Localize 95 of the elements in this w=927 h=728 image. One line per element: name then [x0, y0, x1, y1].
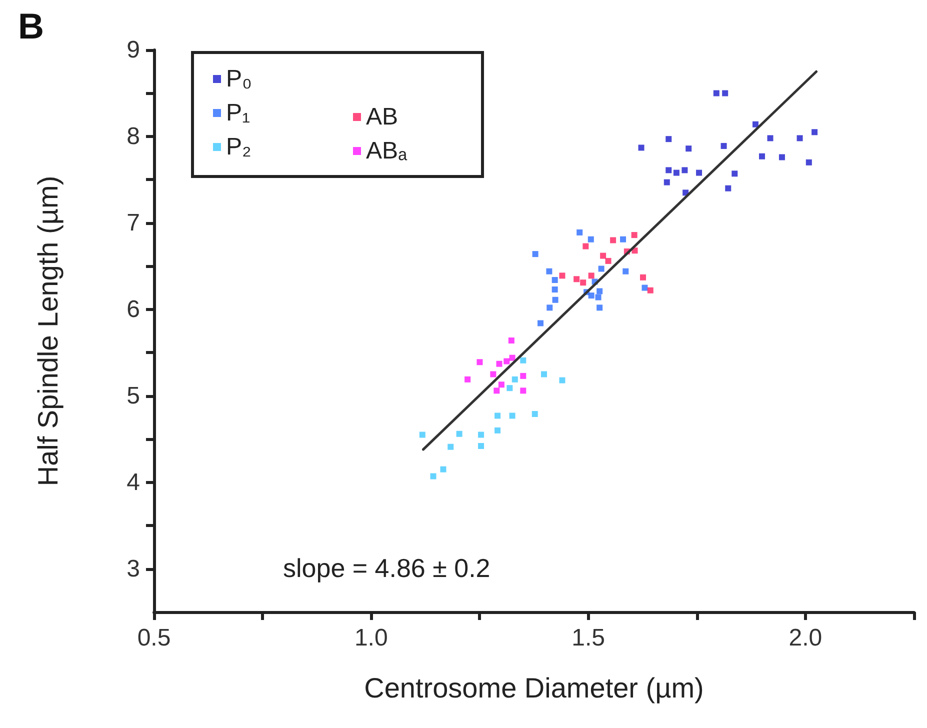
point [600, 252, 606, 259]
point [686, 146, 692, 152]
point [430, 473, 436, 480]
point [532, 411, 538, 418]
point [494, 388, 500, 394]
point [806, 159, 812, 166]
point [498, 382, 504, 388]
point [456, 430, 462, 437]
point [725, 185, 732, 192]
y-tick-label: 8 [126, 122, 140, 150]
point [638, 144, 644, 151]
y-tick-label: 5 [126, 382, 140, 410]
point [812, 129, 818, 136]
point [490, 371, 496, 378]
chart-title: B [18, 6, 44, 46]
point [588, 272, 594, 279]
point [722, 90, 728, 96]
point [509, 412, 516, 419]
point [580, 280, 586, 286]
point [552, 286, 558, 292]
point [582, 243, 589, 250]
point [496, 360, 502, 367]
point [596, 288, 603, 294]
point [559, 377, 566, 384]
point [598, 266, 604, 272]
legend-label: AB [366, 104, 398, 130]
point [478, 432, 484, 438]
point [552, 296, 558, 303]
y-tick-label: 3 [126, 555, 140, 582]
point [752, 121, 758, 128]
y-axis-title: Half Spindle Length (µm) [32, 176, 64, 486]
point [478, 442, 484, 449]
y-tick-label: 9 [126, 36, 140, 64]
point [622, 268, 629, 274]
point [576, 229, 583, 236]
point [494, 427, 501, 434]
point [476, 359, 483, 366]
x-tick-label: 1.5 [572, 624, 605, 652]
point [778, 154, 785, 160]
y-tick-label: 4 [126, 468, 140, 496]
point [504, 358, 510, 364]
point [512, 376, 518, 382]
point [595, 294, 602, 300]
point [546, 304, 553, 311]
y-tick-label: 6 [126, 296, 140, 323]
point [546, 268, 552, 274]
point [647, 287, 654, 294]
point [520, 372, 526, 379]
point [605, 258, 612, 264]
point [631, 232, 638, 238]
point [509, 354, 516, 361]
point [666, 136, 672, 142]
legend-label: P₂ [226, 134, 252, 160]
point [540, 371, 547, 378]
legend-label: P₀ [226, 66, 252, 92]
point [596, 304, 603, 311]
point [720, 142, 727, 149]
annotation: slope = 4.86 ± 0.2 [283, 553, 490, 583]
x-tick-label: 1.0 [354, 624, 388, 652]
legend-label: ABₐ [366, 138, 408, 164]
point [642, 284, 648, 291]
x-axis-title: Centrosome Diameter (µm) [364, 672, 704, 704]
point [574, 276, 580, 282]
x-tick-label: 2.0 [788, 624, 822, 652]
point [588, 236, 594, 242]
point [552, 276, 558, 283]
y-tick-label: 7 [126, 209, 140, 236]
point [532, 251, 538, 258]
point [419, 432, 426, 438]
legend-label: P₁ [226, 100, 250, 126]
point [520, 357, 526, 364]
point [620, 236, 626, 242]
point [759, 153, 765, 160]
point [440, 466, 446, 472]
point [506, 385, 513, 392]
point [696, 170, 702, 176]
point [559, 272, 566, 279]
point [464, 376, 471, 382]
point [538, 320, 544, 326]
point [508, 338, 514, 344]
point [767, 135, 774, 142]
point [664, 179, 670, 186]
point [732, 170, 738, 177]
point [713, 90, 720, 96]
point [448, 444, 454, 450]
x-tick-label: 0.5 [137, 624, 171, 652]
point [520, 388, 526, 394]
point [588, 292, 594, 299]
point [640, 274, 646, 280]
point [494, 412, 501, 419]
point [666, 167, 672, 174]
point [682, 167, 688, 174]
point [796, 135, 803, 142]
point [673, 170, 680, 176]
point [610, 237, 616, 244]
